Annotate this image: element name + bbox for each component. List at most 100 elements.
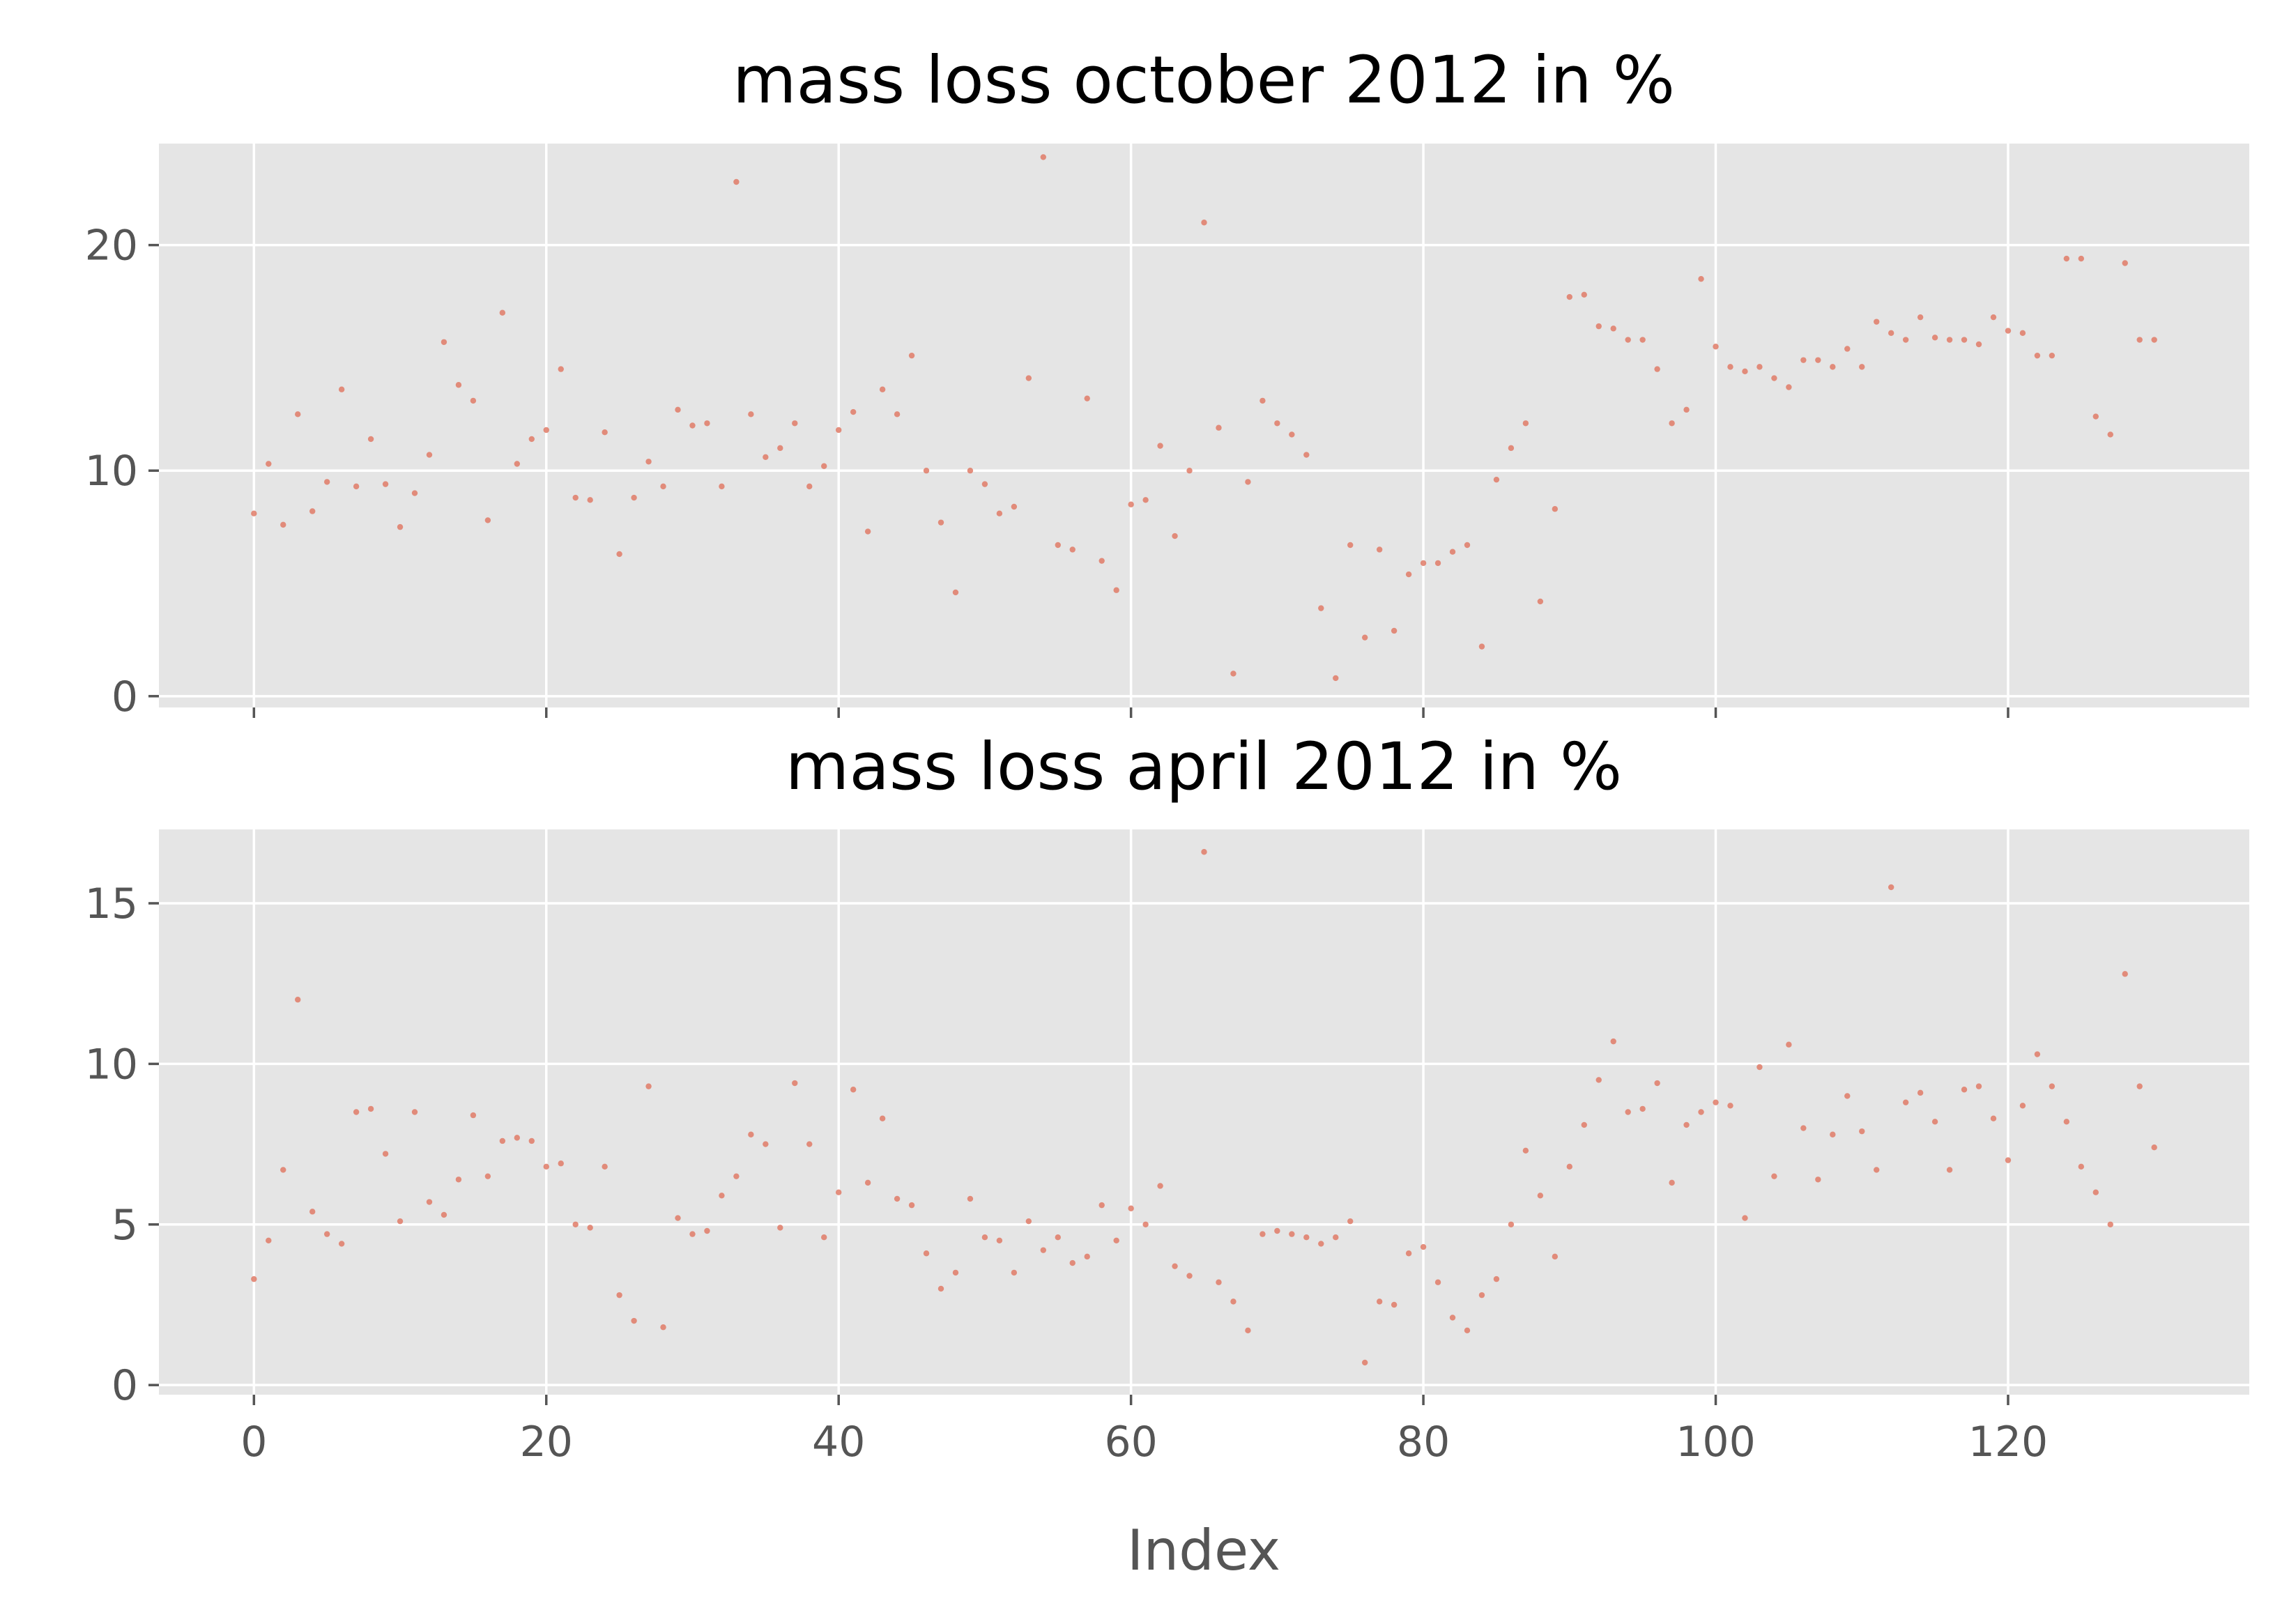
top-data-point <box>879 386 886 392</box>
top-data-point <box>1683 406 1690 413</box>
bot-data-point <box>2136 1083 2143 1089</box>
bot-data-point <box>1859 1128 1865 1135</box>
top-data-point <box>1216 424 1222 431</box>
bot-data-point <box>821 1234 827 1241</box>
top-data-point <box>2005 328 2012 334</box>
bot-data-point <box>1522 1147 1529 1154</box>
top-data-point <box>616 551 622 558</box>
top-panel: 0 10 20 mass loss october 2012 in % <box>85 43 2249 721</box>
bot-data-point <box>850 1087 857 1093</box>
bot-data-point <box>689 1231 696 1237</box>
bot-data-point <box>1055 1234 1061 1241</box>
top-data-point <box>1610 325 1616 332</box>
top-data-point <box>470 397 477 404</box>
bot-data-point <box>1011 1269 1018 1276</box>
bot-data-point <box>1902 1099 1909 1105</box>
bot-data-point <box>967 1195 974 1202</box>
top-gridlines <box>159 144 2249 707</box>
bot-data-point <box>952 1269 959 1276</box>
bot-data-point <box>587 1225 593 1231</box>
bot-data-point <box>558 1160 564 1167</box>
top-data-point <box>1069 546 1075 553</box>
top-data-point <box>1902 337 1909 343</box>
bot-data-point <box>1303 1234 1310 1241</box>
top-data-point <box>996 510 1003 516</box>
bot-data-point <box>704 1227 710 1234</box>
top-y-tick-label: 0 <box>112 673 138 721</box>
top-data-point <box>821 463 827 469</box>
top-data-point <box>937 519 944 526</box>
bot-data-point <box>645 1083 652 1089</box>
bot-data-point <box>426 1199 433 1205</box>
bot-data-point <box>1975 1083 1982 1089</box>
bot-data-point <box>1610 1038 1616 1045</box>
bot-y-tick-label: 0 <box>112 1361 138 1410</box>
bot-data-point <box>2005 1157 2012 1163</box>
bot-x-tick-label: 40 <box>812 1418 865 1466</box>
top-data-point <box>1595 323 1602 330</box>
top-data-point <box>1508 445 1515 452</box>
top-data-point <box>1625 337 1631 343</box>
top-data-point <box>1113 587 1119 593</box>
top-data-point <box>806 483 813 490</box>
bot-y-tick-label: 10 <box>85 1040 138 1089</box>
top-data-point <box>1581 291 1587 298</box>
bot-x-tick-label: 60 <box>1104 1418 1157 1466</box>
bot-data-point <box>514 1135 521 1141</box>
top-data-point <box>645 459 652 465</box>
top-data-point <box>1874 319 1880 325</box>
top-data-point <box>1786 384 1792 390</box>
top-data-point <box>1318 605 1324 611</box>
top-data-point <box>1376 546 1383 553</box>
top-data-point <box>967 468 974 474</box>
top-data-point <box>777 445 783 452</box>
top-data-point <box>528 436 535 443</box>
bot-data-point <box>719 1193 725 1199</box>
bot-data-point <box>1157 1183 1163 1189</box>
top-data-point <box>1815 357 1821 363</box>
top-data-point <box>1859 364 1865 370</box>
bot-data-point <box>1391 1301 1398 1308</box>
bot-data-point <box>923 1250 930 1257</box>
top-data-point <box>1522 420 1529 427</box>
bot-data-point <box>864 1179 871 1186</box>
top-data-point <box>1756 364 1763 370</box>
bot-data-point <box>1230 1299 1237 1305</box>
top-data-point <box>1493 476 1500 483</box>
bot-data-point <box>2078 1163 2085 1170</box>
top-data-point <box>323 479 330 485</box>
bot-data-point <box>251 1276 257 1282</box>
top-data-point <box>1449 549 1456 555</box>
bot-data-point <box>996 1237 1003 1244</box>
top-data-point <box>675 406 681 413</box>
top-data-point <box>704 420 710 427</box>
top-data-point <box>835 427 842 434</box>
top-data-point <box>1888 330 1894 337</box>
bot-data-point <box>1800 1125 1807 1131</box>
top-data-point <box>1230 671 1237 677</box>
top-data-point <box>309 508 316 514</box>
bot-data-point <box>2122 971 2128 977</box>
bot-data-point <box>2107 1221 2113 1227</box>
bot-data-point <box>835 1189 842 1195</box>
bot-x-tick-label: 0 <box>240 1418 267 1466</box>
top-data-point <box>587 497 593 503</box>
bot-data-point <box>1216 1279 1222 1285</box>
bot-data-point <box>484 1173 491 1179</box>
bot-data-point <box>1025 1218 1032 1225</box>
bot-data-point <box>806 1141 813 1147</box>
bot-data-point <box>382 1151 389 1157</box>
bot-data-point <box>280 1167 286 1173</box>
top-data-point <box>1201 220 1207 226</box>
bot-data-point <box>602 1163 608 1170</box>
top-data-point <box>1931 335 1938 341</box>
top-data-point <box>543 427 549 434</box>
bot-data-point <box>1113 1237 1119 1244</box>
bot-x-tick-label: 100 <box>1676 1418 1756 1466</box>
top-data-point <box>1830 364 1836 370</box>
bot-data-point <box>1098 1202 1105 1209</box>
top-data-point <box>1040 154 1047 160</box>
top-data-point <box>1713 344 1719 350</box>
top-data-point <box>1639 337 1646 343</box>
bot-data-point <box>1128 1205 1134 1211</box>
